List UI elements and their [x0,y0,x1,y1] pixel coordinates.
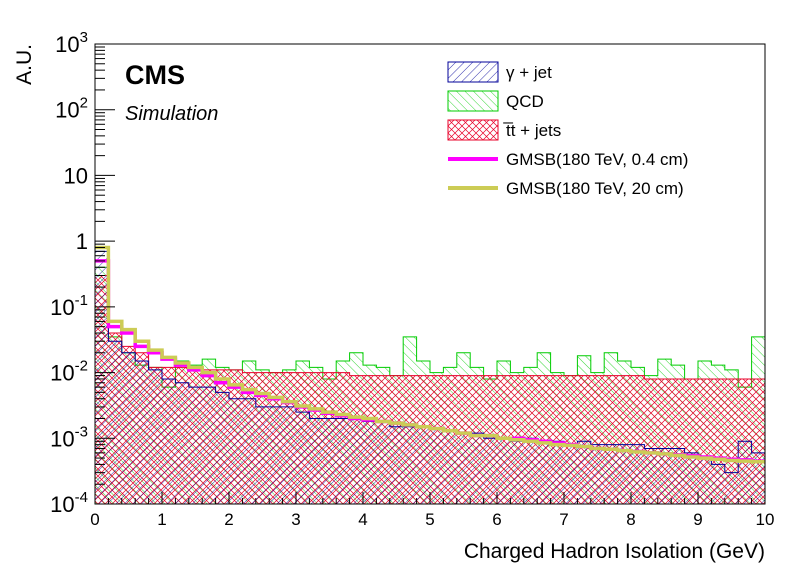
y-axis-label: A.U. [13,44,36,85]
bar-hatch-blue-42 [657,448,672,504]
bar-hatch-blue-22 [389,426,404,504]
bar-hatch-blue-3 [135,360,149,504]
y-tick-label: 1 [76,229,88,254]
x-tick-label: 6 [492,510,501,529]
x-tick-label: 9 [693,510,702,529]
x-tick-label: 3 [291,510,300,529]
x-tick-label: 4 [358,510,367,529]
bar-hatch-blue-10 [229,398,243,504]
bar-hatch-blue-18 [336,418,350,504]
bar-hatch-blue-16 [309,418,323,504]
bar-hatch-blue-0 [95,251,109,504]
legend-swatch [447,90,499,112]
bar-hatch-blue-39 [617,444,631,504]
legend-swatch [447,61,499,83]
y-tick-label: 10-3 [50,423,88,451]
y-tick-label: 103 [55,29,88,57]
bar-hatch-blue-14 [282,406,296,504]
bar-hatch-blue-29 [483,438,497,504]
x-tick-label: 5 [425,510,434,529]
bar-hatch-blue-15 [296,412,310,504]
bar-hatch-blue-19 [349,418,363,504]
x-tick-label: 8 [626,510,635,529]
bar-hatch-blue-26 [443,430,457,504]
y-tick-label: 102 [55,95,88,123]
axes: 0 1 2 3 4 5 6 7 8 9 10 10-4 10-3 10-2 10-1 1 10 102 103 [50,29,774,529]
bar-hatch-blue-36 [577,441,591,504]
cms-label: CMS [125,60,185,90]
bar-hatch-blue-5 [162,378,176,504]
bar-hatch-blue-49 [751,452,765,504]
y-tick-label: 10-4 [50,489,88,517]
bar-hatch-blue-33 [537,441,551,504]
bar-hatch-blue-20 [363,421,377,504]
bar-hatch-blue-31 [510,441,524,504]
outline-hatch-green [95,266,765,504]
bar-hatch-blue-28 [470,433,484,504]
bar-hatch-blue-45 [698,458,712,504]
bar-hatch-blue-23 [403,426,417,504]
bar-hatch-blue-37 [590,444,605,504]
bar-hatch-blue-44 [684,452,698,504]
legend-swatch [447,119,499,141]
bar-hatch-blue-34 [550,441,564,504]
bar-hatch-blue-13 [269,406,283,504]
legend-label: GMSB(180 TeV, 0.4 cm) [506,150,688,169]
outline-crosshatch-red [95,275,765,504]
bar-hatch-blue-2 [121,352,136,504]
bar-hatch-blue-9 [215,392,229,504]
bar-hatch-blue-46 [711,464,725,504]
histogram-layer [95,250,765,504]
bar-hatch-blue-38 [604,444,618,504]
bar-hatch-blue-43 [671,448,685,504]
bar-hatch-blue-48 [738,441,752,504]
bar-hatch-blue-11 [242,398,256,504]
bar-hatch-blue-32 [523,438,538,504]
cms-sublabel: Simulation [125,103,218,125]
series-line-1 [95,245,765,464]
bar-hatch-blue-47 [724,472,739,504]
bar-hatch-blue-40 [631,444,645,504]
legend-label: GMSB(180 TeV, 20 cm) [506,179,684,198]
bar-hatch-blue-6 [175,382,189,504]
x-tick-label: 10 [756,510,775,529]
bar-hatch-blue-12 [255,406,270,504]
bar-hatch-blue-41 [644,448,658,504]
bar-hatch-blue-7 [188,387,203,504]
y-tick-label: 10 [64,163,88,188]
bar-hatch-blue-30 [497,438,511,504]
legend-label: γ + jet [506,63,552,82]
x-axis-label: Charged Hadron Isolation (GeV) [464,540,765,563]
bar-hatch-blue-21 [376,421,390,504]
bar-hatch-blue-24 [416,426,430,504]
bar-hatch-blue-8 [202,387,216,504]
legend-label: t̅t + jets [503,121,561,140]
x-tick-label: 0 [90,510,99,529]
bar-hatch-blue-1 [108,341,122,504]
x-tick-label: 7 [559,510,568,529]
legend-label: QCD [506,92,544,111]
x-tick-label: 1 [157,510,166,529]
bar-hatch-blue-35 [564,444,578,504]
bar-hatch-blue-17 [322,418,337,504]
x-tick-label: 2 [224,510,233,529]
bar-hatch-blue-4 [148,369,162,504]
signal-lines-layer [95,245,765,464]
bar-hatch-blue-27 [456,433,471,504]
y-tick-label: 10-2 [50,358,88,386]
y-tick-label: 10-1 [50,292,88,320]
legend: γ + jet QCD t̅t + jets GMSB(180 TeV, 0.4 cm… [447,61,688,198]
bar-hatch-blue-25 [430,428,444,504]
